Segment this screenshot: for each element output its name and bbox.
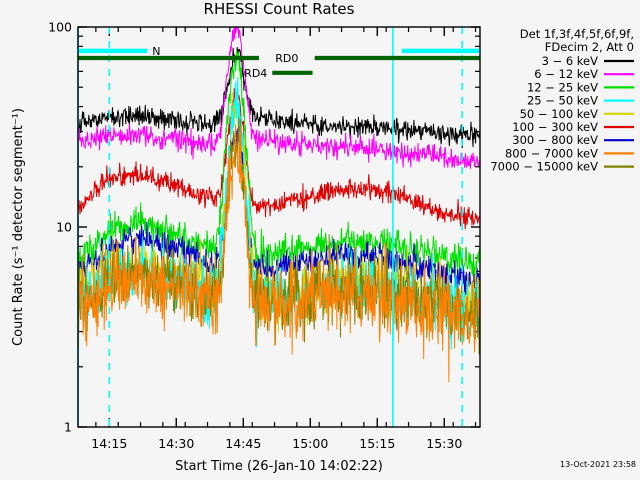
series-line — [78, 127, 480, 298]
series-line — [78, 47, 480, 149]
x-tick-label: 14:15 — [91, 436, 127, 451]
legend-header-line-1: Det 1f,3f,4f,5f,6f,9f, — [520, 27, 634, 41]
rd4-label: RD4 — [244, 67, 267, 80]
legend-entry-label: 300 − 800 keV — [512, 133, 598, 147]
legend-entry-label: 7000 − 15000 keV — [490, 160, 598, 174]
legend-entry-label: 6 − 12 keV — [534, 67, 598, 81]
annotation-bar-layer: N RD0 RD4 — [78, 45, 480, 80]
y-axis-label: Count Rate (s⁻¹ detector segment⁻¹) — [11, 108, 26, 346]
series-line — [78, 50, 480, 282]
x-axis-tick-labels: 14:15 14:30 14:45 15:00 15:15 15:30 — [91, 436, 462, 451]
legend-entry-label: 3 − 6 keV — [542, 54, 599, 68]
series-line — [78, 27, 480, 169]
legend-entry-label: 800 − 7000 keV — [505, 146, 598, 160]
page-title: RHESSI Count Rates — [204, 0, 355, 18]
series-line — [78, 87, 480, 230]
legend-entry-label: 25 − 50 keV — [527, 94, 598, 108]
legend: Det 1f,3f,4f,5f,6f,9f,FDecim 2, Att 03 −… — [490, 27, 634, 174]
plot-frame — [77, 26, 481, 428]
x-tick-label: 15:30 — [426, 436, 462, 451]
y-tick-label: 10 — [56, 220, 72, 235]
night-label: N — [152, 45, 160, 58]
data-series-layer — [78, 27, 480, 383]
y-tick-label: 1 — [64, 420, 72, 435]
legend-header-line-2: FDecim 2, Att 0 — [545, 40, 634, 54]
x-tick-label: 14:30 — [158, 436, 194, 451]
legend-entry-label: 50 − 100 keV — [520, 107, 599, 121]
x-tick-label: 15:15 — [359, 436, 395, 451]
x-tick-label: 15:00 — [292, 436, 328, 451]
render-timestamp: 13-Oct-2021 23:58 — [560, 460, 636, 469]
x-axis-label: Start Time (26-Jan-10 14:02:22) — [175, 459, 383, 474]
legend-entry-label: 12 − 25 keV — [527, 80, 598, 94]
y-axis-tick-labels: 100 10 1 — [48, 20, 72, 435]
rd0-label: RD0 — [275, 52, 298, 65]
x-tick-label: 14:45 — [225, 436, 261, 451]
legend-entry-label: 100 − 300 keV — [512, 120, 598, 134]
series-line — [78, 124, 480, 383]
y-tick-label: 100 — [48, 20, 72, 35]
